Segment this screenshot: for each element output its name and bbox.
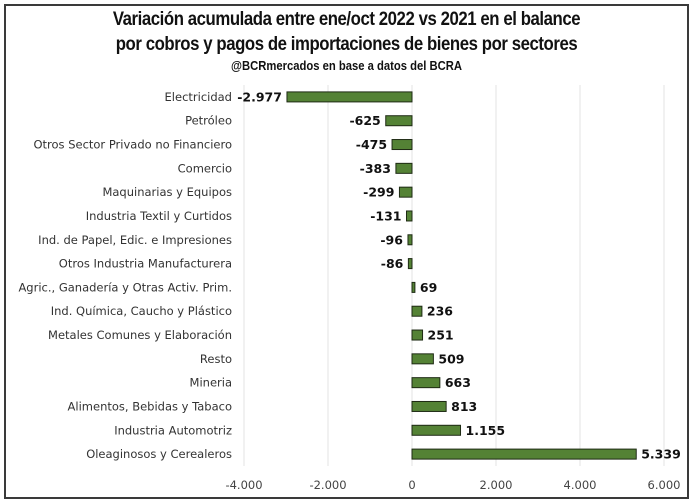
bar: [411, 400, 447, 412]
data-label: -383: [360, 161, 391, 176]
bar: [286, 91, 413, 103]
data-label: -131: [370, 208, 401, 223]
bar: [411, 377, 441, 389]
data-label: -475: [356, 137, 387, 152]
data-label: 663: [445, 375, 471, 390]
bar: [385, 115, 413, 127]
x-tick-label: 0: [408, 478, 415, 492]
bar: [398, 186, 413, 198]
bar: [411, 305, 423, 317]
category-labels: Electricidad Petróleo Otros Sector Privado…: [18, 90, 232, 461]
value-labels: -2.977 -625 -475 -383 -299 -131 -96 -86 69 236 251…: [237, 89, 681, 461]
chart-subtitle: @BCRmercados en base a datos del BCRA: [230, 59, 463, 73]
data-label: 1.155: [466, 423, 506, 438]
bar: [391, 139, 413, 151]
category-label: Resto: [200, 352, 232, 366]
category-label: Otros Industria Manufacturera: [59, 257, 232, 271]
bars: [286, 91, 637, 460]
category-label: Oleaginosos y Cerealeros: [86, 447, 232, 461]
category-label: Alimentos, Bebidas y Tabaco: [68, 399, 232, 413]
bar: [411, 353, 434, 365]
x-tick-label: 6.000: [648, 478, 681, 492]
bar: [395, 162, 413, 174]
data-label: -625: [349, 113, 380, 128]
x-tick-label: 4.000: [564, 478, 597, 492]
category-label: Metales Comunes y Elaboración: [48, 328, 232, 342]
data-label: -96: [380, 232, 403, 247]
data-label: 5.339: [641, 447, 681, 462]
gridlines: [243, 85, 665, 466]
category-label: Petróleo: [185, 114, 232, 128]
category-label: Otros Sector Privado no Financiero: [33, 138, 232, 152]
bar: [411, 448, 637, 460]
data-label: -299: [363, 185, 394, 200]
data-label: -2.977: [237, 89, 282, 104]
category-label: Comercio: [178, 161, 232, 175]
chart-frame: [4, 4, 689, 499]
data-label: 69: [420, 280, 437, 295]
data-label: 251: [428, 328, 454, 343]
category-label: Mineria: [190, 376, 232, 390]
category-label: Agric., Ganadería y Otras Activ. Prim.: [18, 280, 232, 294]
data-label: -86: [381, 256, 404, 271]
bar: [407, 234, 413, 246]
data-label: 236: [427, 304, 453, 319]
category-label: Electricidad: [165, 90, 232, 104]
x-tick-label: 2.000: [480, 478, 513, 492]
bar: [411, 281, 416, 293]
bar: [405, 210, 413, 222]
chart-title-line2: por cobros y pagos de importaciones de b…: [115, 33, 578, 55]
bar: [411, 329, 424, 341]
category-label: Industria Textil y Curtidos: [86, 209, 232, 223]
category-label: Maquinarias y Equipos: [102, 185, 232, 199]
category-label: Industria Automotriz: [114, 423, 232, 437]
x-tick-label: -2.000: [309, 478, 346, 492]
bar: [407, 258, 413, 270]
bar: [411, 424, 462, 436]
chart-title: Variación acumulada entre ene/oct 2022 v…: [112, 8, 581, 30]
category-label: Ind. Química, Caucho y Plástico: [51, 304, 232, 318]
category-label: Ind. de Papel, Edic. e Impresiones: [38, 233, 232, 247]
data-label: 813: [451, 399, 477, 414]
x-axis-ticks: -4.000 -2.000 0 2.000 4.000 6.000: [225, 478, 680, 492]
data-label: 509: [438, 351, 464, 366]
x-tick-label: -4.000: [225, 478, 262, 492]
